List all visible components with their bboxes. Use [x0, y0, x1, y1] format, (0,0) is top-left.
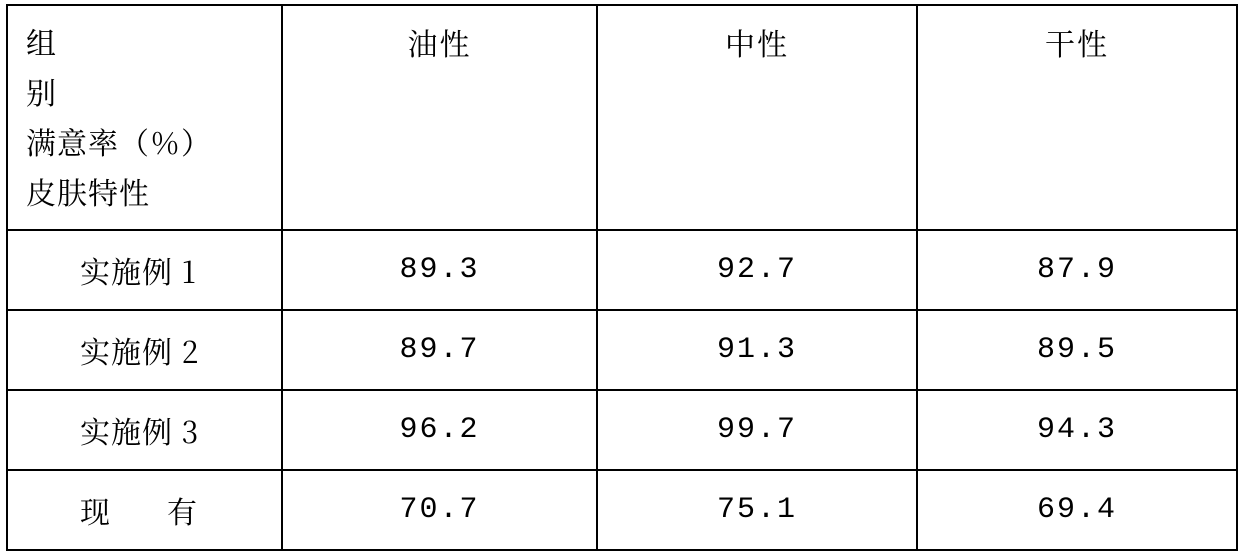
- table-row: 现有 70.7 75.1 69.4: [7, 470, 1237, 550]
- row-label-part-1: 现: [80, 488, 111, 532]
- cell-value: 89.7: [282, 310, 597, 390]
- row-label-example-1: 实施例 1: [7, 230, 282, 310]
- cell-value: 96.2: [282, 390, 597, 470]
- row-label-existing: 现有: [7, 470, 282, 550]
- cell-value: 69.4: [917, 470, 1237, 550]
- cell-value: 87.9: [917, 230, 1237, 310]
- table-row: 实施例 1 89.3 92.7 87.9: [7, 230, 1237, 310]
- table-row: 实施例 2 89.7 91.3 89.5: [7, 310, 1237, 390]
- row-label-part-2: 有: [167, 488, 198, 532]
- hdr-line-4: 皮肤特性: [26, 169, 150, 213]
- cell-value: 99.7: [597, 390, 917, 470]
- cell-value: 75.1: [597, 470, 917, 550]
- column-header-neutral: 中性: [597, 5, 917, 230]
- hdr-line-1: 组: [26, 19, 57, 63]
- hdr-line-3: 满意率（％）: [26, 119, 212, 163]
- header-corner-cell: 组 别 满意率（％） 皮肤特性: [7, 5, 282, 230]
- table-row: 实施例 3 96.2 99.7 94.3: [7, 390, 1237, 470]
- row-label-example-3: 实施例 3: [7, 390, 282, 470]
- cell-value: 70.7: [282, 470, 597, 550]
- cell-value: 92.7: [597, 230, 917, 310]
- cell-value: 91.3: [597, 310, 917, 390]
- table-header-row: 组 别 满意率（％） 皮肤特性 油性 中性 干性: [7, 5, 1237, 230]
- cell-value: 89.3: [282, 230, 597, 310]
- cell-value: 89.5: [917, 310, 1237, 390]
- satisfaction-table: 组 别 满意率（％） 皮肤特性 油性 中性 干性 实施例 1 89.3 92.7…: [6, 4, 1238, 551]
- header-corner-text: 组 别 满意率（％） 皮肤特性: [26, 16, 281, 216]
- column-header-oily: 油性: [282, 5, 597, 230]
- column-header-dry: 干性: [917, 5, 1237, 230]
- row-label-example-2: 实施例 2: [7, 310, 282, 390]
- hdr-line-2: 别: [26, 69, 57, 113]
- cell-value: 94.3: [917, 390, 1237, 470]
